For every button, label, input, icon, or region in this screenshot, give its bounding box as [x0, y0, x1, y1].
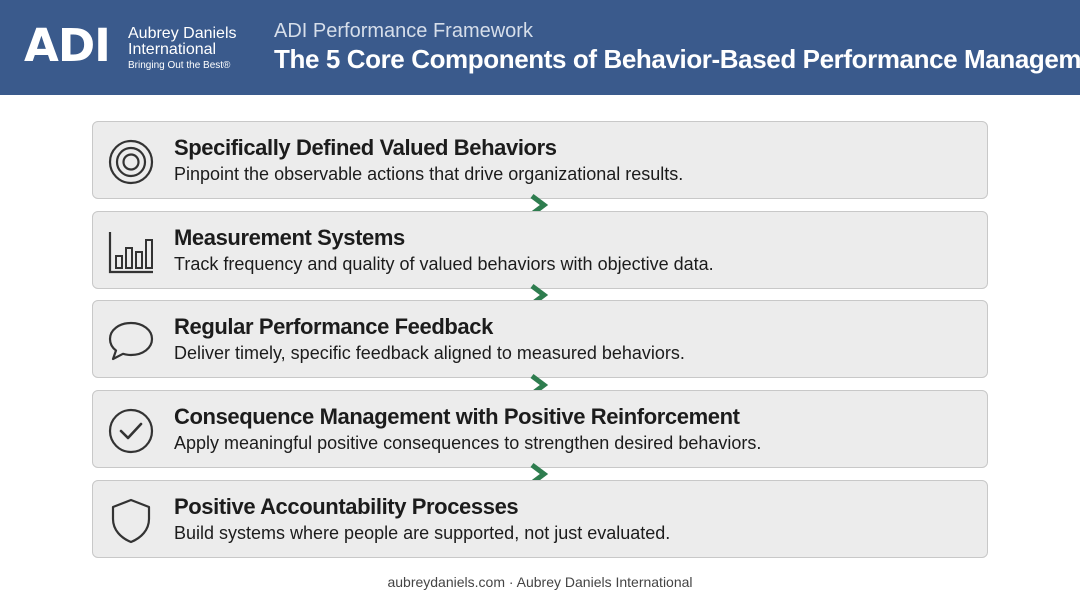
shield-icon	[111, 498, 151, 544]
page-subtitle: ADI Performance Framework	[274, 20, 533, 42]
component-card-2: Measurement Systems Track frequency and …	[92, 211, 988, 289]
header-banner: ADI Aubrey Daniels International Bringin…	[0, 0, 1080, 95]
footer-credit: aubreydaniels.com · Aubrey Daniels Inter…	[387, 574, 693, 590]
component-description: Pinpoint the observable actions that dri…	[174, 164, 684, 184]
logo-tagline: Bringing Out the Best®	[128, 60, 231, 71]
component-title: Specifically Defined Valued Behaviors	[174, 135, 557, 160]
component-title: Measurement Systems	[174, 225, 405, 250]
component-description: Build systems where people are supported…	[174, 523, 671, 543]
component-card-1: Specifically Defined Valued Behaviors Pi…	[92, 121, 988, 199]
target-icon	[108, 139, 154, 185]
bar-chart-icon	[108, 232, 153, 274]
check-circle-icon	[108, 408, 154, 454]
speech-bubble-icon	[108, 321, 154, 361]
logo-wordmark: Aubrey Daniels International Bringing Ou…	[128, 26, 237, 72]
component-card-5: Positive Accountability Processes Build …	[92, 480, 988, 558]
component-title: Regular Performance Feedback	[174, 314, 493, 339]
component-description: Deliver timely, specific feedback aligne…	[174, 343, 685, 363]
component-card-3: Regular Performance Feedback Deliver tim…	[92, 300, 988, 378]
page-title: The 5 Core Components of Behavior-Based …	[274, 44, 1080, 74]
component-description: Track frequency and quality of valued be…	[174, 254, 714, 274]
component-title: Consequence Management with Positive Rei…	[174, 404, 740, 429]
logo-line-1: Aubrey Daniels	[128, 25, 237, 42]
component-card-4: Consequence Management with Positive Rei…	[92, 390, 988, 468]
adi-logo: ADI	[24, 19, 111, 72]
component-title: Positive Accountability Processes	[174, 494, 519, 519]
component-description: Apply meaningful positive consequences t…	[174, 433, 762, 453]
logo-line-2: International	[128, 41, 217, 58]
